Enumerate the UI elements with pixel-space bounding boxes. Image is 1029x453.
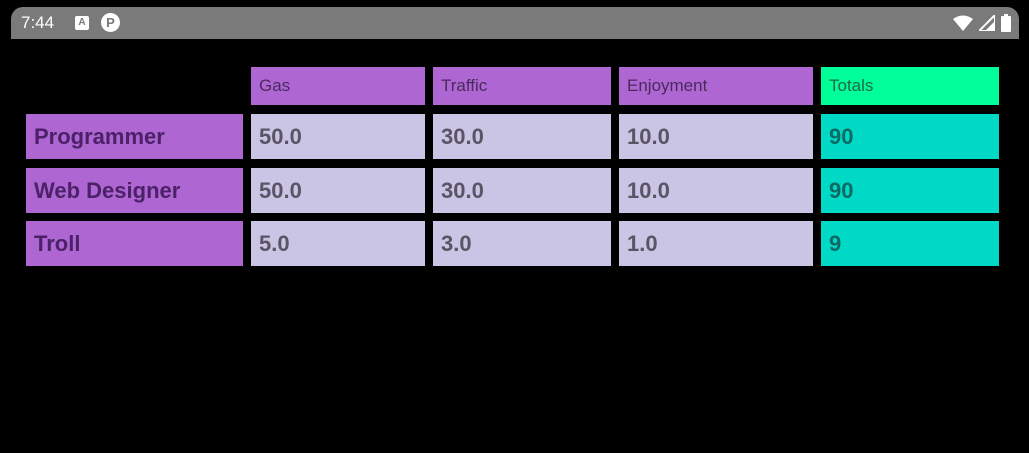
- header-traffic: Traffic: [433, 67, 611, 105]
- cell-gas: 5.0: [251, 221, 425, 266]
- cell-enjoyment: 10.0: [619, 114, 813, 159]
- cell-total: 9: [821, 221, 999, 266]
- status-bar: 7:44 A P: [11, 7, 1019, 39]
- cell-traffic: 30.0: [433, 168, 611, 213]
- status-time: 7:44: [21, 13, 55, 32]
- cell-enjoyment: 1.0: [619, 221, 813, 266]
- header-enjoyment: Enjoyment: [619, 67, 813, 105]
- p-icon: P: [101, 13, 120, 32]
- row-label-web-designer: Web Designer: [26, 168, 243, 213]
- cell-traffic: 30.0: [433, 114, 611, 159]
- header-totals: Totals: [821, 67, 999, 105]
- a-icon: A: [75, 16, 89, 30]
- cell-total: 90: [821, 168, 999, 213]
- cell-signal-icon: [979, 15, 995, 31]
- header-gas: Gas: [251, 67, 425, 105]
- battery-icon: [1001, 14, 1011, 32]
- cell-total: 90: [821, 114, 999, 159]
- cell-enjoyment: 10.0: [619, 168, 813, 213]
- row-label-troll: Troll: [26, 221, 243, 266]
- cell-gas: 50.0: [251, 168, 425, 213]
- cell-gas: 50.0: [251, 114, 425, 159]
- row-label-programmer: Programmer: [26, 114, 243, 159]
- wifi-icon: [953, 15, 973, 31]
- system-icons: [953, 14, 1011, 32]
- cell-traffic: 3.0: [433, 221, 611, 266]
